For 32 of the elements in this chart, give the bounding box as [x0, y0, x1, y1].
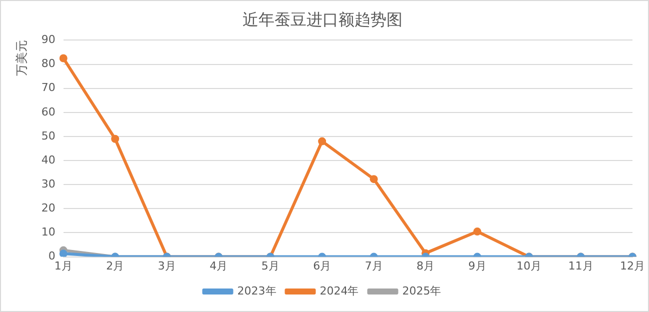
legend-label: 2025年: [402, 284, 442, 298]
x-tick-label: 7月: [364, 259, 383, 272]
x-tick-label: 10月: [516, 259, 542, 272]
y-tick-label: 50: [41, 129, 56, 142]
y-tick-label: 70: [41, 81, 56, 94]
point: [111, 134, 120, 143]
x-tick-label: 5月: [261, 259, 280, 272]
legend-label: 2024年: [320, 284, 359, 298]
point: [370, 175, 378, 184]
y-tick-label: 90: [41, 33, 56, 46]
y-tick-label: 80: [41, 57, 56, 70]
x-tick-label: 12月: [620, 259, 645, 272]
y-tick-label: 40: [41, 153, 56, 166]
x-tick-label: 4月: [210, 259, 228, 272]
x-tick-label: 8月: [416, 259, 435, 272]
point: [59, 250, 68, 257]
y-tick-label: 10: [41, 226, 56, 239]
point: [318, 137, 326, 146]
y-tick-label: 60: [41, 105, 56, 118]
x-tick-label: 2月: [106, 259, 124, 272]
y-tick-label: 30: [41, 177, 56, 190]
x-tick-label: 6月: [313, 259, 332, 272]
y-tick-label: 0: [48, 250, 56, 263]
x-tick-label: 3月: [158, 259, 176, 272]
point: [59, 54, 68, 62]
y-tick-label: 20: [41, 202, 56, 215]
x-tick-label: 1月: [54, 259, 72, 272]
x-tick-label: 11月: [568, 259, 594, 272]
y-axis-title: 万美元: [14, 40, 28, 76]
x-tick-label: 9月: [468, 259, 486, 272]
chart-title: 近年蚕豆进口额趋势图: [242, 10, 402, 29]
legend-label: 2023年: [237, 284, 276, 298]
